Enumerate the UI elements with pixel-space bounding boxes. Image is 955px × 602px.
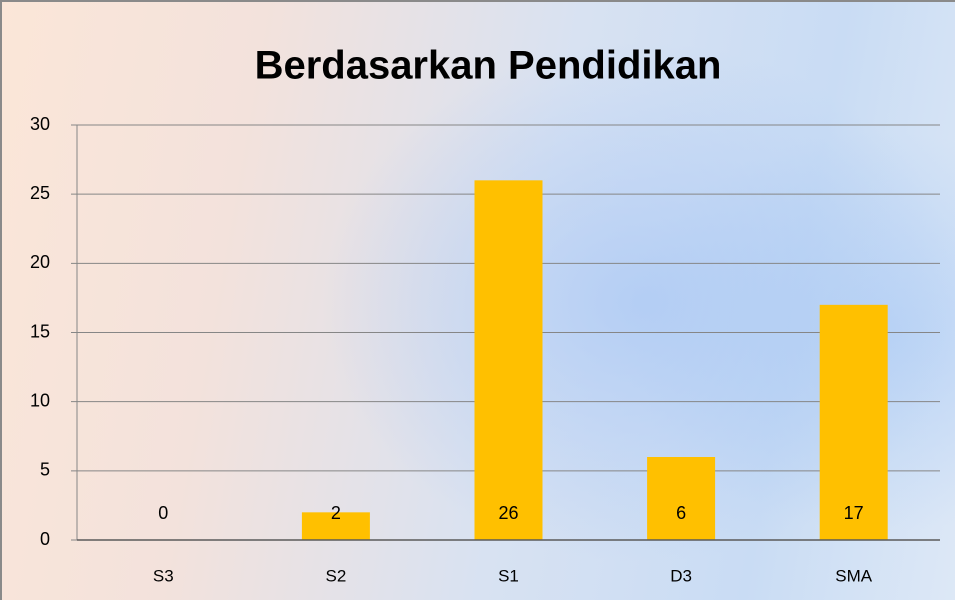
y-tick-label: 30	[30, 114, 50, 134]
data-label: 6	[676, 503, 686, 523]
y-tick-label: 25	[30, 183, 50, 203]
y-tick-label: 15	[30, 321, 50, 341]
y-tick-label: 10	[30, 390, 50, 410]
y-tick-label: 5	[40, 460, 50, 480]
data-label: 17	[844, 503, 864, 523]
data-label: 2	[331, 503, 341, 523]
x-tick-label: D3	[670, 566, 692, 585]
bar	[301, 512, 370, 540]
y-tick-label: 20	[30, 252, 50, 272]
data-label: 26	[498, 503, 518, 523]
chart-title: Berdasarkan Pendidikan	[255, 44, 722, 88]
x-tick-label: S1	[498, 566, 519, 585]
x-tick-label: S3	[153, 566, 174, 585]
y-tick-label: 0	[40, 529, 50, 549]
x-tick-label: SMA	[835, 566, 873, 585]
bar	[819, 304, 888, 540]
bar	[647, 457, 716, 540]
x-tick-label: S2	[326, 566, 347, 585]
bar	[474, 180, 543, 541]
data-label: 0	[158, 503, 168, 523]
